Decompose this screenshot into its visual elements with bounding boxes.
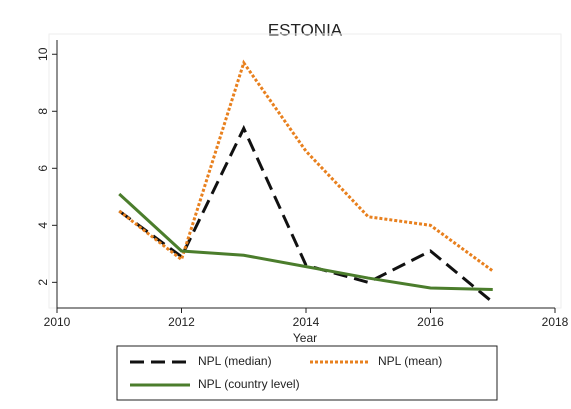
y-tick-label: 10 — [36, 47, 50, 61]
x-tick-label: 2012 — [168, 315, 195, 329]
series-line — [118, 192, 493, 291]
chart-title: ESTONIA — [268, 20, 343, 39]
x-tick-label: 2010 — [44, 315, 71, 329]
y-tick-label: 6 — [36, 165, 50, 172]
y-tick-label: 4 — [36, 222, 50, 229]
series-line — [118, 59, 494, 273]
legend — [116, 345, 498, 401]
x-tick-label: 2016 — [417, 315, 444, 329]
legend-label: NPL (mean) — [378, 354, 442, 368]
legend-label: NPL (country level) — [198, 377, 300, 391]
x-tick-label: 2014 — [293, 315, 320, 329]
y-tick-label: 2 — [36, 279, 50, 286]
y-tick-label: 8 — [36, 108, 50, 115]
x-axis-label: Year — [293, 331, 317, 345]
x-tick-label: 2018 — [542, 315, 569, 329]
legend-label: NPL (median) — [198, 354, 272, 368]
